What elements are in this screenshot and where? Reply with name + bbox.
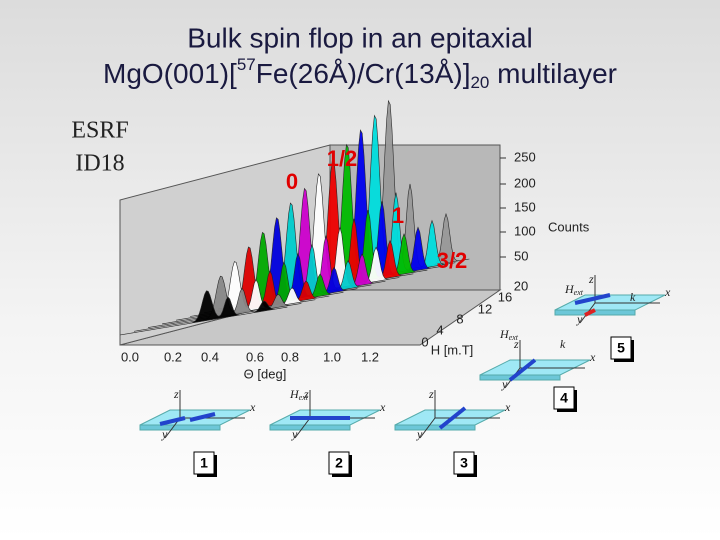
peak-label: 0: [286, 169, 298, 194]
theta-tick: 0.8: [281, 349, 299, 364]
diagram-label: 2: [335, 455, 343, 471]
diagram-label: 4: [560, 390, 568, 406]
source: ESRF: [71, 118, 128, 144]
theta-tick: 0.6: [246, 349, 264, 364]
axis-label: z: [173, 387, 179, 401]
diagram-label: 5: [617, 340, 625, 356]
spectrum: [119, 290, 288, 336]
diagram-label: 1: [200, 455, 208, 471]
title-sub: 20: [470, 73, 489, 92]
title: Bulk spin flop in an epitaxial: [187, 22, 533, 53]
title-part: multilayer: [489, 58, 617, 89]
count-tick-label: 250: [514, 149, 536, 164]
axis-label: y: [501, 377, 508, 391]
spin-arrow: [508, 358, 537, 382]
label-box: [328, 451, 350, 475]
field-symbol: H: [499, 327, 510, 341]
axis-line: [419, 417, 436, 439]
axis-label: y: [576, 312, 583, 326]
axis-label: x: [589, 350, 596, 364]
title-sup: 57: [237, 55, 256, 74]
spectrum: [133, 275, 302, 332]
field-tick: 4: [436, 322, 443, 337]
spectrum: [161, 246, 330, 325]
label-box: [553, 386, 575, 410]
count-label: Counts: [548, 219, 590, 234]
title-part: MgO(001)[: [103, 58, 237, 89]
plate-edge: [269, 424, 351, 431]
field-tick: 8: [456, 311, 463, 326]
field-tick: 12: [478, 301, 492, 316]
axis-label: x: [664, 285, 671, 299]
field-subscript: ext: [299, 393, 309, 402]
field-subscript: ext: [509, 333, 519, 342]
peak-label: 1/2: [327, 146, 358, 171]
plate-edge: [554, 309, 636, 316]
field-tick: 20: [514, 278, 528, 293]
spin-arrow: [574, 293, 611, 305]
axis-label: y: [416, 427, 423, 441]
axis-line: [294, 417, 311, 439]
spin-arrow: [189, 412, 216, 422]
axis-label: y: [161, 427, 168, 441]
spin-arrow: [159, 416, 186, 426]
theta-tick: 0.0: [121, 349, 139, 364]
peak-label: 3/2: [437, 248, 468, 273]
count-tick-label: 100: [514, 223, 536, 238]
source: ID18: [75, 151, 124, 177]
field-label: Hext: [289, 387, 309, 402]
axis-label: z: [428, 387, 434, 401]
field-label: Hext: [564, 282, 584, 297]
theta-label: Θ [deg]: [244, 366, 287, 381]
axis-label: x: [504, 400, 511, 414]
plate-edge: [139, 424, 221, 431]
field-symbol: H: [564, 282, 575, 296]
plate-edge: [479, 374, 561, 381]
count-tick-label: 200: [514, 175, 536, 190]
title-part: Fe(26Å)/Cr(13Å)]: [256, 58, 471, 89]
spin-arrow: [584, 308, 596, 317]
peak-label: 1: [392, 203, 404, 228]
field-label: H [m.T]: [431, 342, 474, 357]
theta-tick: 0.4: [201, 349, 219, 364]
spectrum: [147, 261, 316, 328]
axis-label: y: [291, 427, 298, 441]
axis-label: z: [588, 272, 594, 286]
wavevector-label: k: [630, 290, 636, 304]
wavevector-label: k: [560, 337, 566, 351]
waterfall: [119, 99, 502, 346]
count-tick-label: 150: [514, 199, 536, 214]
axis-label: x: [249, 400, 256, 414]
axis-label: x: [379, 400, 386, 414]
theta-tick: 0.2: [164, 349, 182, 364]
count-tick-label: 50: [514, 248, 528, 263]
axis-label: z: [513, 337, 519, 351]
label-box: [193, 451, 215, 475]
theta-tick: 1.2: [361, 349, 379, 364]
label-box: [453, 451, 475, 475]
field-tick: 16: [498, 289, 512, 304]
axis-label: z: [303, 387, 309, 401]
spin-arrow: [438, 406, 467, 430]
diagram-label: 3: [460, 455, 468, 471]
field-label: Hext: [499, 327, 519, 342]
field-subscript: ext: [574, 288, 584, 297]
title: MgO(001)[57Fe(26Å)/Cr(13Å)]20 multilayer: [103, 55, 617, 92]
field-symbol: H: [289, 387, 300, 401]
theta-tick: 1.0: [323, 349, 341, 364]
field-tick: 0: [421, 334, 428, 349]
label-box: [610, 336, 632, 360]
plate-edge: [394, 424, 476, 431]
